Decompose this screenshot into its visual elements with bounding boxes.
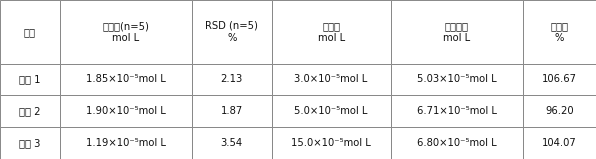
- Bar: [192, 127, 272, 159]
- Text: RSD (n=5)
%: RSD (n=5) %: [206, 21, 258, 43]
- Bar: [391, 95, 523, 127]
- Text: 鱼肉 2: 鱼肉 2: [19, 106, 41, 116]
- Bar: [523, 64, 596, 95]
- Bar: [192, 95, 272, 127]
- Text: 6.80×10⁻⁵mol L: 6.80×10⁻⁵mol L: [417, 138, 496, 148]
- Bar: [60, 95, 192, 127]
- Bar: [0, 127, 60, 159]
- Text: 2.13: 2.13: [221, 75, 243, 84]
- Text: 1.19×10⁻⁵mol L: 1.19×10⁻⁵mol L: [86, 138, 166, 148]
- Text: 3.54: 3.54: [221, 138, 243, 148]
- Text: 鱼肉 3: 鱼肉 3: [19, 138, 41, 148]
- Text: 测定值(n=5)
mol L: 测定值(n=5) mol L: [103, 21, 149, 43]
- Text: 加标量
mol L: 加标量 mol L: [318, 21, 344, 43]
- Bar: [0, 0, 60, 64]
- Text: 106.67: 106.67: [542, 75, 577, 84]
- Text: 1.87: 1.87: [221, 106, 243, 116]
- Text: 样品: 样品: [24, 27, 36, 37]
- Text: 104.07: 104.07: [542, 138, 577, 148]
- Text: 回收率
%: 回收率 %: [551, 21, 569, 43]
- Text: 3.0×10⁻⁵mol L: 3.0×10⁻⁵mol L: [294, 75, 368, 84]
- Bar: [523, 127, 596, 159]
- Bar: [272, 127, 391, 159]
- Bar: [60, 64, 192, 95]
- Bar: [523, 0, 596, 64]
- Bar: [272, 64, 391, 95]
- Bar: [391, 64, 523, 95]
- Bar: [272, 0, 391, 64]
- Text: 96.20: 96.20: [545, 106, 574, 116]
- Bar: [272, 95, 391, 127]
- Bar: [391, 0, 523, 64]
- Text: 1.90×10⁻⁵mol L: 1.90×10⁻⁵mol L: [86, 106, 166, 116]
- Bar: [523, 95, 596, 127]
- Bar: [0, 64, 60, 95]
- Bar: [391, 127, 523, 159]
- Text: 1.85×10⁻⁵mol L: 1.85×10⁻⁵mol L: [86, 75, 166, 84]
- Bar: [192, 64, 272, 95]
- Text: 6.71×10⁻⁵mol L: 6.71×10⁻⁵mol L: [417, 106, 497, 116]
- Text: 5.03×10⁻⁵mol L: 5.03×10⁻⁵mol L: [417, 75, 496, 84]
- Text: 总测定值
mol L: 总测定值 mol L: [443, 21, 470, 43]
- Text: 15.0×10⁻⁵mol L: 15.0×10⁻⁵mol L: [291, 138, 371, 148]
- Bar: [0, 95, 60, 127]
- Bar: [60, 127, 192, 159]
- Text: 5.0×10⁻⁵mol L: 5.0×10⁻⁵mol L: [294, 106, 368, 116]
- Bar: [60, 0, 192, 64]
- Bar: [192, 0, 272, 64]
- Text: 鱼肉 1: 鱼肉 1: [19, 75, 41, 84]
